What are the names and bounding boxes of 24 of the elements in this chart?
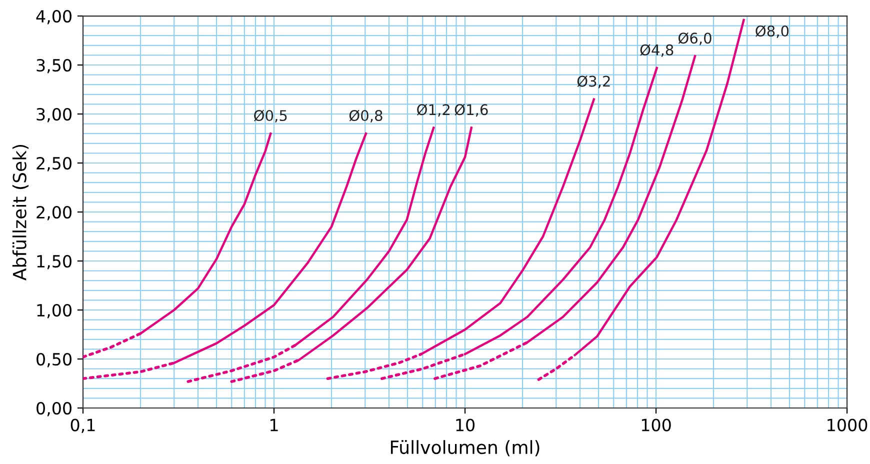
y-tick-label: 2,50 <box>36 156 72 172</box>
series-label: Ø1,6 <box>454 104 488 117</box>
x-tick-label: 1000 <box>828 418 868 432</box>
y-tick-label: 4,00 <box>36 10 72 24</box>
y-axis-title: Abfüllzeit (Sek) <box>12 144 29 280</box>
series-label: Ø0,8 <box>349 110 382 123</box>
y-tick-label: 3,50 <box>36 58 72 74</box>
series-label: Ø8,0 <box>756 25 789 38</box>
x-axis-title: Füllvolumen (ml) <box>390 440 540 456</box>
y-tick-label: 1,50 <box>37 254 72 270</box>
series-label: Ø6,0 <box>678 32 712 46</box>
y-tick-label: 3,00 <box>36 108 72 122</box>
series-label: Ø0,5 <box>254 110 287 123</box>
x-tick-label: 1 <box>270 418 278 432</box>
y-tick-label: 1,00 <box>37 304 72 318</box>
y-tick-label: 0,50 <box>36 352 72 368</box>
series-label: Ø4,8 <box>640 44 674 57</box>
series-label: Ø3,2 <box>577 75 610 88</box>
x-tick-label: 10 <box>456 418 475 432</box>
x-tick-label: 100 <box>642 418 671 432</box>
x-tick-label: 0,1 <box>70 418 95 434</box>
series-label: Ø1,2 <box>417 104 450 117</box>
y-tick-label: 2,00 <box>36 206 72 220</box>
y-tick-label: 0,00 <box>36 402 72 416</box>
